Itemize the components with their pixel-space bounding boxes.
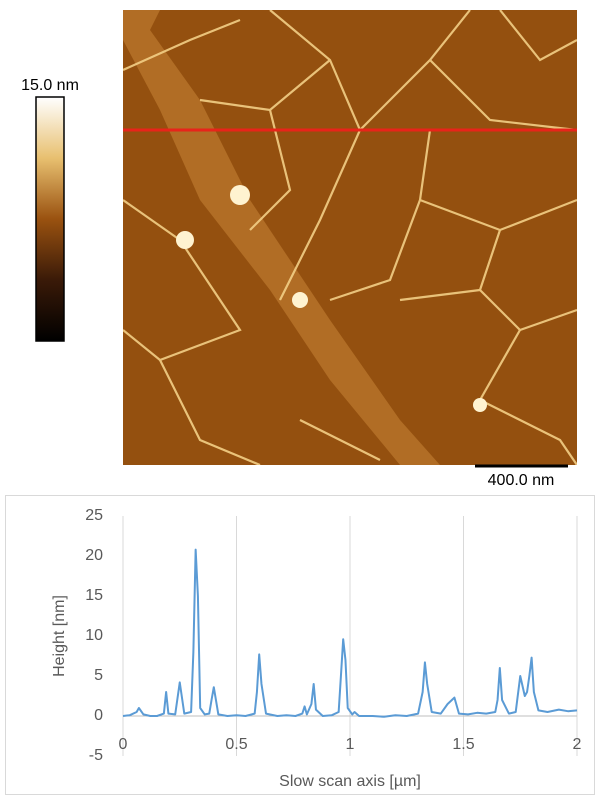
x-axis-label: Slow scan axis [µm] — [279, 773, 421, 790]
chart-frame — [5, 495, 595, 795]
y-tick-label: 25 — [85, 507, 103, 524]
y-tick-label: 10 — [85, 627, 103, 644]
x-tick-label: 1 — [346, 736, 355, 753]
y-tick-label: 20 — [85, 547, 103, 564]
y-axis-label: Height [nm] — [51, 595, 68, 677]
y-tick-label: -5 — [89, 747, 103, 764]
y-tick-label: 15 — [85, 587, 103, 604]
x-tick-label: 0 — [119, 736, 128, 753]
y-tick-label: 5 — [94, 667, 103, 684]
profile-line — [122, 548, 578, 718]
scale-bar-label: 400.0 nm — [488, 472, 555, 489]
x-tick-label: 0.5 — [225, 736, 247, 753]
colorbar — [35, 96, 65, 342]
x-tick-label: 2 — [573, 736, 582, 753]
colorbar-label: 15.0 nm — [21, 77, 79, 94]
afm-image — [123, 10, 577, 465]
x-tick-label: 1.5 — [452, 736, 474, 753]
y-tick-label: 0 — [94, 707, 103, 724]
